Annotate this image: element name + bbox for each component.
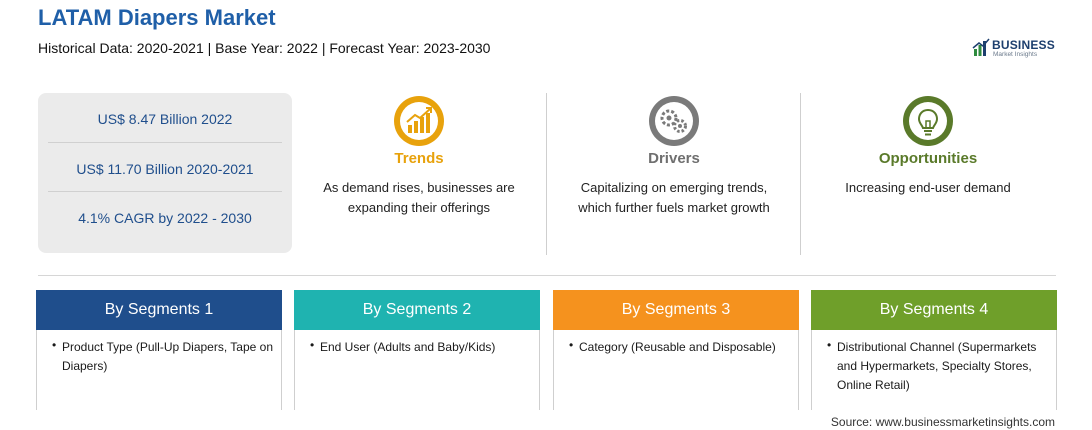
drivers-text: Capitalizing on emerging trends, which f… [578, 180, 770, 215]
segment-heading: By Segments 3 [553, 290, 799, 330]
drivers-heading: Drivers [648, 150, 700, 167]
brand-logo: BUSINESS Market Insights [972, 36, 1062, 60]
segment-body: • Product Type (Pull-Up Diapers, Tape on… [36, 330, 282, 410]
segment-heading: By Segments 2 [294, 290, 540, 330]
logo-name: BUSINESS [992, 38, 1055, 52]
cagr-stat: 4.1% CAGR by 2022 - 2030 [78, 210, 252, 226]
segment-card-4: By Segments 4 • Distributional Channel (… [811, 290, 1057, 410]
trends-heading: Trends [394, 150, 444, 167]
segment-card-3: By Segments 3 • Category (Reusable and D… [553, 290, 799, 410]
segment-heading: By Segments 4 [811, 290, 1057, 330]
opportunities-panel: Opportunities Increasing end-user demand [818, 93, 1038, 253]
segment-text: Product Type (Pull-Up Diapers, Tape on D… [62, 340, 274, 373]
bullet-icon: • [52, 338, 57, 352]
segment-text: Distributional Channel (Supermarkets and… [837, 340, 1037, 392]
chart-up-icon [394, 96, 444, 146]
bullet-icon: • [310, 338, 315, 352]
segment-body: • Distributional Channel (Supermarkets a… [811, 330, 1057, 410]
source-note: Source: www.businessmarketinsights.com [830, 415, 1055, 429]
page-title: LATAM Diapers Market [38, 5, 276, 30]
bullet-icon: • [827, 338, 832, 352]
lightbulb-icon [903, 96, 953, 146]
gears-icon [649, 96, 699, 146]
historical-value-stat: US$ 11.70 Billion 2020-2021 [76, 161, 254, 177]
segment-text: Category (Reusable and Disposable) [579, 340, 776, 354]
trends-panel: Trends As demand rises, businesses are e… [309, 93, 529, 253]
market-size-stat: US$ 8.47 Billion 2022 [97, 111, 233, 127]
bullet-icon: • [569, 338, 574, 352]
segment-card-1: By Segments 1 • Product Type (Pull-Up Di… [36, 290, 282, 410]
segment-body: • End User (Adults and Baby/Kids) [294, 330, 540, 410]
drivers-panel: Drivers Capitalizing on emerging trends,… [564, 93, 784, 253]
opportunities-heading: Opportunities [878, 150, 978, 167]
page-subtitle: Historical Data: 2020-2021 | Base Year: … [38, 40, 491, 56]
segment-text: End User (Adults and Baby/Kids) [320, 340, 496, 354]
segment-body: • Category (Reusable and Disposable) [553, 330, 799, 410]
market-stats-card: US$ 8.47 Billion 2022 US$ 11.70 Billion … [38, 93, 292, 253]
trends-text: As demand rises, businesses are expandin… [323, 180, 515, 215]
divider [48, 191, 282, 192]
segment-card-2: By Segments 2 • End User (Adults and Bab… [294, 290, 540, 410]
logo-mark-icon [972, 38, 990, 56]
logo-tagline: Market Insights [993, 51, 1038, 58]
divider [48, 142, 282, 143]
segment-heading: By Segments 1 [36, 290, 282, 330]
section-divider [38, 275, 1056, 276]
divider [800, 93, 801, 255]
divider [546, 93, 547, 255]
opportunities-text: Increasing end-user demand [845, 180, 1011, 195]
